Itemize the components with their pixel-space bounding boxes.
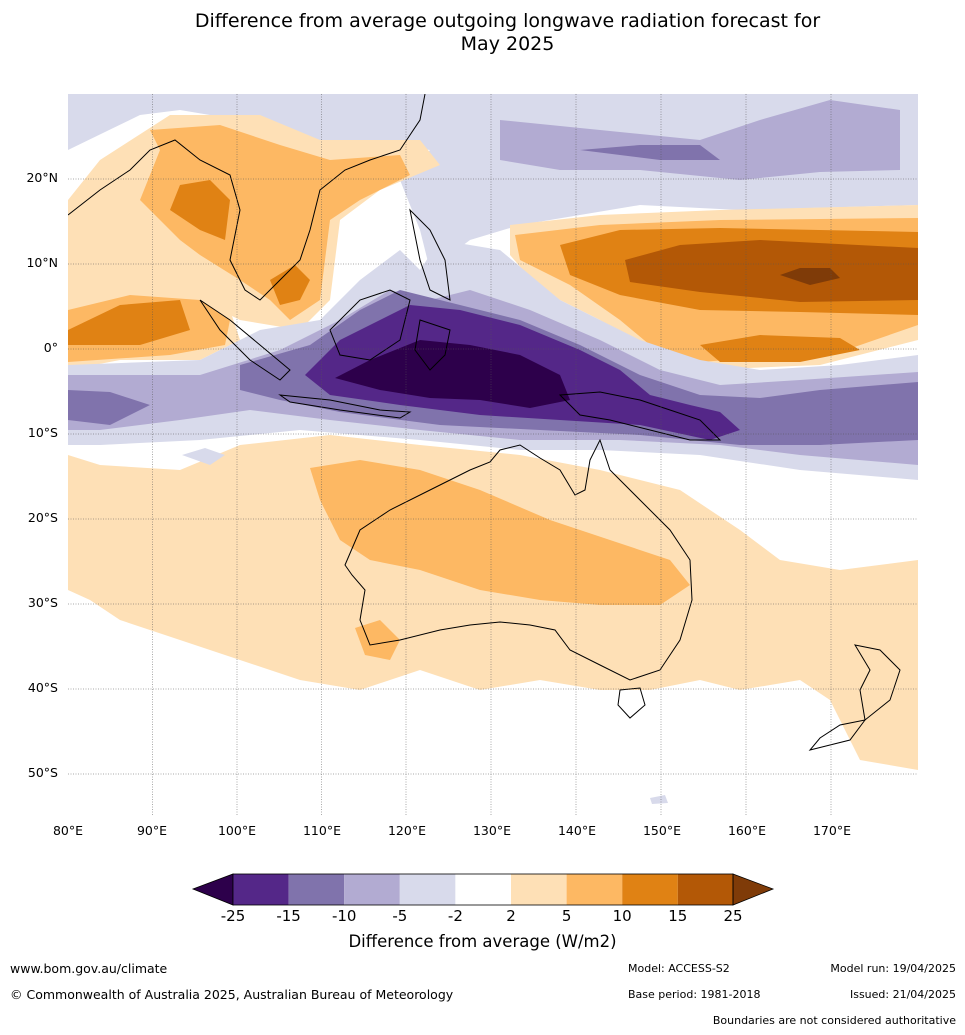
colorbar-bin-1 <box>233 874 289 905</box>
contour-pos-10-seasia <box>170 180 230 240</box>
contour-pos-10-bengal <box>270 265 310 305</box>
footer-disclaimer: Boundaries are not considered authoritat… <box>712 1014 956 1027</box>
colorbar-tick-5: 2 <box>506 907 516 925</box>
footer-copyright: © Commonwealth of Australia 2025, Austra… <box>10 987 454 1002</box>
tasmania-coastline <box>617 687 646 719</box>
lon-label-170e: 170°E <box>812 823 851 838</box>
title-line-1: Difference from average outgoing longwav… <box>194 10 821 32</box>
colorbar-bin-5 <box>455 874 511 905</box>
sumatra-coastline <box>199 299 291 381</box>
lat-label-30s: 30°S <box>27 595 58 610</box>
lon-label-150e: 150°E <box>642 823 681 838</box>
new-guinea-coastline <box>558 391 722 441</box>
colorbar-tick-3: -5 <box>392 907 408 925</box>
contour-neg-5-north <box>500 100 900 180</box>
lat-label-40s: 40°S <box>27 680 58 695</box>
footer-base-period: Base period: 1981-2018 <box>628 988 761 1001</box>
lon-label-130e: 130°E <box>472 823 511 838</box>
contour-pos-5-australia <box>310 460 690 660</box>
contour-neg-2-patch-1 <box>182 448 225 465</box>
contour-pos-25-pacific <box>780 268 840 285</box>
olr-anomaly-field <box>68 94 918 816</box>
lat-label-20n: 20°N <box>26 170 58 185</box>
colorbar-bin-7 <box>566 874 623 905</box>
colorbar-tick-7: 10 <box>612 907 632 925</box>
colorbar-tick-8: 15 <box>668 907 688 925</box>
colorbar-tick-9: 25 <box>723 907 743 925</box>
colorbar-bin-6 <box>511 874 567 905</box>
lon-label-160e: 160°E <box>727 823 766 838</box>
colorbar-tick-1: -15 <box>276 907 301 925</box>
colorbar-tick-0: -25 <box>220 907 246 925</box>
lat-label-10s: 10°S <box>27 425 58 440</box>
footer-issued: Issued: 21/04/2025 <box>849 988 956 1001</box>
colorbar-tick-6: 5 <box>561 907 572 925</box>
new-zealand-south-coastline <box>808 719 867 751</box>
lon-label-140e: 140°E <box>557 823 596 838</box>
sulawesi-coastline <box>414 319 451 371</box>
colorbar-tick-4: -2 <box>447 907 463 925</box>
lat-label-10n: 10°N <box>26 255 58 270</box>
colorbar-bin-3 <box>344 874 400 905</box>
philippines-coastline <box>409 208 451 301</box>
new-zealand-north-coastline <box>853 644 901 721</box>
contour-pos-5-seasia <box>140 125 410 320</box>
lon-label-100e: 100°E <box>217 823 256 838</box>
contour-pos-15-pacific <box>625 240 918 302</box>
java-coastline <box>278 394 412 419</box>
colorbar <box>191 873 775 906</box>
footer-website: www.bom.gov.au/climate <box>10 961 168 976</box>
coastlines <box>68 94 901 751</box>
colorbar-bin-8 <box>622 874 678 905</box>
colorbar-low-extension <box>191 873 234 906</box>
contour-neg-2-patch-2 <box>650 795 668 804</box>
lat-label-0: 0° <box>43 340 58 355</box>
contour-neg-10-north <box>580 145 720 160</box>
white-patch-south <box>68 640 918 816</box>
graticule <box>68 94 918 816</box>
colorbar-bin-9 <box>677 874 733 905</box>
footer-model-run: Model run: 19/04/2025 <box>830 962 956 975</box>
map-title: Difference from average outgoing longwav… <box>0 10 965 56</box>
borneo-coastline <box>329 289 411 361</box>
colorbar-frame <box>232 873 734 906</box>
colorbar-bin-2 <box>288 874 345 905</box>
australia-coastline <box>344 438 693 681</box>
contour-neg-25-equator <box>335 340 570 408</box>
colorbar-title: Difference from average (W/m2) <box>348 932 617 951</box>
title-line-2: May 2025 <box>460 33 555 55</box>
lat-label-20s: 20°S <box>27 510 58 525</box>
colorbar-high-extension <box>732 873 775 906</box>
lon-label-120e: 120°E <box>387 823 426 838</box>
lon-label-90e: 90°E <box>136 823 168 838</box>
lon-label-110e: 110°E <box>302 823 341 838</box>
lon-label-80e: 80°E <box>52 823 84 838</box>
contour-pos-10-indian <box>68 300 190 345</box>
colorbar-bin-4 <box>399 874 456 905</box>
colorbar-tick-2: -10 <box>331 907 357 925</box>
footer-model: Model: ACCESS-S2 <box>628 962 730 975</box>
lat-label-50s: 50°S <box>27 765 58 780</box>
mainland-asia-coastline <box>68 94 426 301</box>
